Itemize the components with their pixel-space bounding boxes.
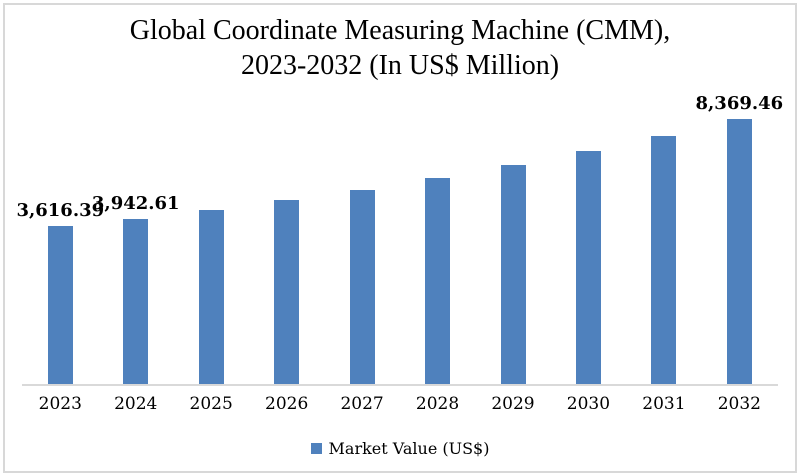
bar-2031 bbox=[651, 135, 677, 385]
x-axis-line bbox=[22, 384, 778, 386]
x-axis-label-2027: 2027 bbox=[340, 394, 384, 414]
bar-2027 bbox=[349, 189, 375, 385]
bar-2028 bbox=[425, 178, 451, 385]
x-axis-label-2025: 2025 bbox=[189, 394, 233, 414]
bar-2026 bbox=[274, 200, 300, 385]
bar-2024 bbox=[123, 218, 149, 385]
bar-value-label-2023: 3,616.39 bbox=[16, 200, 105, 221]
bar-2029 bbox=[500, 165, 526, 385]
bar-2023 bbox=[47, 226, 73, 385]
x-axis-label-2023: 2023 bbox=[38, 394, 82, 414]
bar-2025 bbox=[198, 209, 224, 385]
x-axis-label-2028: 2028 bbox=[415, 394, 460, 414]
bar-2032 bbox=[726, 119, 752, 385]
bar-2030 bbox=[575, 151, 601, 385]
bar-value-label-2032: 8,369.46 bbox=[695, 93, 784, 114]
legend-label: Market Value (US$) bbox=[328, 439, 490, 458]
x-axis-label-2032: 2032 bbox=[717, 394, 761, 414]
legend-marker-square bbox=[310, 443, 322, 454]
bar-value-label-2024: 3,942.61 bbox=[91, 192, 180, 214]
x-axis-label-2026: 2026 bbox=[265, 394, 309, 414]
x-axis-label-2029: 2029 bbox=[491, 394, 535, 414]
legend: Market Value (US$) bbox=[0, 439, 800, 458]
x-axis-label-2030: 2030 bbox=[566, 394, 611, 414]
x-axis-label-2031: 2031 bbox=[642, 394, 686, 414]
x-axis-label-2024: 2024 bbox=[114, 394, 158, 414]
chart-title: Global Coordinate Measuring Machine (CMM… bbox=[129, 15, 671, 81]
